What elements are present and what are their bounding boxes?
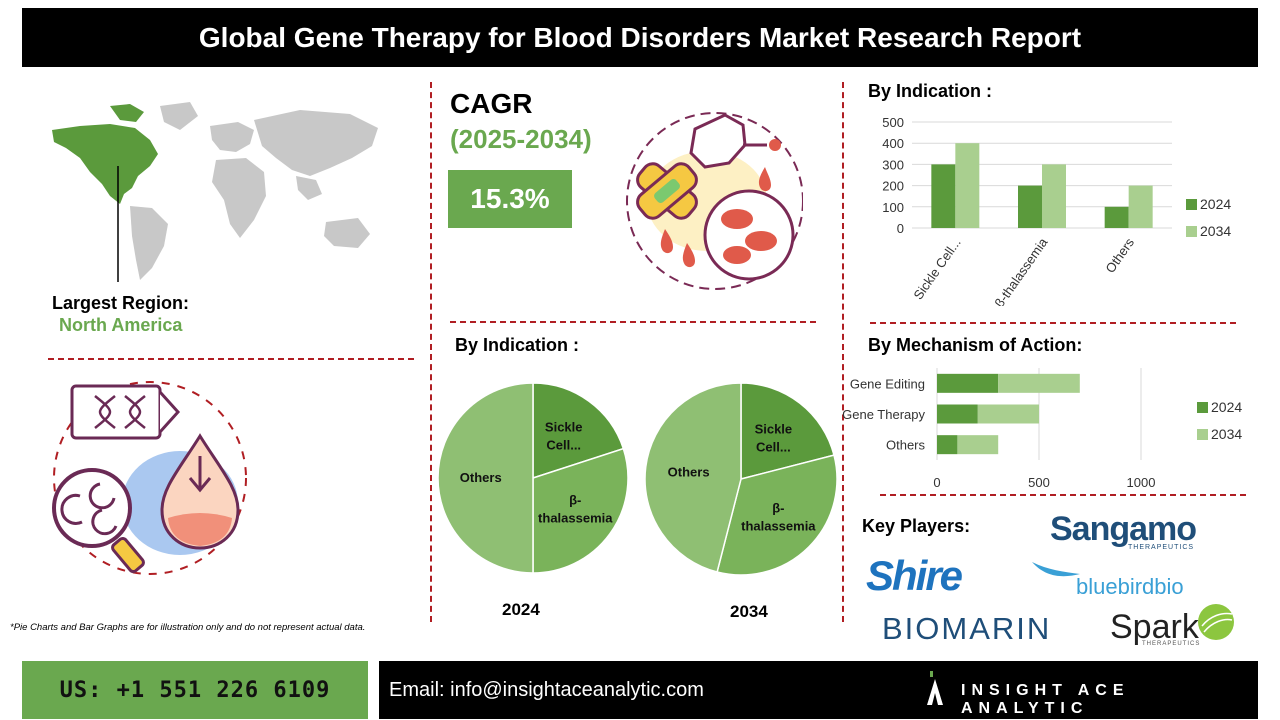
pie-slice-label: Others — [668, 464, 710, 479]
largest-region-label: Largest Region: — [52, 293, 190, 313]
pie-charts: Sickle Cell... β-thalassemia Others Sickle Ce… — [437, 382, 838, 576]
legend-2034-label: 2034 — [1200, 223, 1232, 239]
y-tick-label: Gene Editing — [850, 376, 925, 391]
indication-bar-chart: 0 100 200 300 400 500 Sickle Cell... β-thalasse… — [882, 115, 1172, 306]
bluebird-swoosh-icon — [1032, 562, 1080, 577]
divider-mechanism — [880, 494, 1246, 496]
divider-left — [430, 82, 432, 622]
spark-logo: Spark — [1110, 608, 1199, 646]
pie-slice — [740, 382, 835, 480]
footer-email: Email: info@insightaceanalytic.com — [389, 679, 704, 701]
spark-sub: THERAPEUTICS — [1142, 641, 1201, 647]
therapy-illustration-icon — [626, 112, 803, 290]
mech-legend-2034-label: 2034 — [1211, 426, 1243, 442]
bar-2034 — [957, 435, 999, 455]
biomarin-logo: BIOMARIN — [882, 611, 1052, 646]
footer-bar: Email: info@insightaceanalytic.com INSIG… — [379, 661, 1258, 719]
footer-brand: INSIGHT ACE ANALYTIC — [961, 682, 1130, 717]
x-tick-label: Sickle Cell... — [910, 235, 963, 302]
y-tick-label: 500 — [882, 115, 904, 130]
key-players-title: Key Players: — [862, 516, 971, 536]
bar-2034 — [998, 373, 1080, 393]
insight-ace-logo-icon — [927, 671, 943, 705]
footer-phone: US: +1 551 226 6109 — [22, 661, 368, 719]
shire-logo: Shire — [866, 552, 963, 599]
pie-slice — [532, 382, 625, 480]
bar-2024 — [1104, 206, 1129, 228]
mech-legend-2024-label: 2024 — [1211, 399, 1243, 415]
page-title: Global Gene Therapy for Blood Disorders … — [22, 8, 1258, 67]
bar-2024 — [931, 164, 956, 228]
x-tick-label: Others — [1102, 235, 1137, 276]
pie-slice-label: Others — [460, 470, 502, 485]
x-tick-label: 500 — [1028, 475, 1050, 490]
pie-slice — [644, 382, 742, 573]
sangamo-logo: Sangamo — [1050, 510, 1197, 548]
mech-legend-2034-swatch — [1197, 429, 1208, 440]
divider-cagr — [450, 321, 816, 323]
pie-2034-label: 2034 — [730, 602, 768, 621]
x-tick-label: β-thalassemia — [992, 234, 1051, 306]
y-tick-label: 0 — [897, 221, 904, 236]
spark-ball-icon — [1198, 604, 1234, 640]
bar-2024 — [937, 404, 978, 424]
y-tick-label: 200 — [882, 179, 904, 194]
x-tick-label: 1000 — [1127, 475, 1156, 490]
bar-2034 — [955, 143, 980, 228]
pie-slice — [716, 454, 838, 576]
y-tick-label: 100 — [882, 200, 904, 215]
pie-slice — [532, 447, 629, 574]
y-tick-label: 300 — [882, 157, 904, 172]
pie-slice-label: Sickle Cell... — [545, 420, 583, 453]
bar-2024 — [1018, 185, 1042, 228]
largest-region-value: North America — [59, 315, 183, 335]
pie-section-title: By Indication : — [455, 335, 580, 355]
cagr-label: CAGR — [450, 88, 533, 119]
bar-2034 — [977, 404, 1039, 424]
legend-2024-swatch — [1186, 199, 1197, 210]
bluebird-logo: bluebirdbio — [1076, 574, 1184, 599]
bar-2034 — [1042, 164, 1066, 228]
indication-bar-title: By Indication : — [868, 81, 993, 101]
bar-2024 — [937, 373, 999, 393]
mechanism-title: By Mechanism of Action: — [868, 335, 1083, 355]
cagr-value: 15.3% — [448, 170, 572, 228]
legend-2024-label: 2024 — [1200, 196, 1232, 212]
pie-2024-label: 2024 — [502, 600, 540, 619]
bar-2034 — [1128, 185, 1153, 228]
y-tick-label: 400 — [882, 136, 904, 151]
mech-legend-2024-swatch — [1197, 402, 1208, 413]
gene-blood-illustration-icon — [52, 381, 247, 575]
divider-region — [48, 358, 414, 360]
y-tick-label: Gene Therapy — [842, 407, 925, 422]
legend-2034-swatch — [1186, 226, 1197, 237]
pie-slice-label: β-thalassemia — [741, 500, 816, 533]
divider-indication-bar — [870, 322, 1236, 324]
bar-2024 — [937, 435, 958, 455]
disclaimer: *Pie Charts and Bar Graphs are for illus… — [10, 622, 366, 633]
pie-slice-label: Sickle Cell... — [755, 421, 793, 454]
pie-slice-label: β-thalassemia — [538, 493, 613, 526]
mechanism-bar-chart: 0 500 1000 Gene Editing Gene Therapy Others — [842, 368, 1156, 490]
pie-slice — [437, 382, 534, 574]
divider-right — [842, 82, 844, 622]
y-tick-label: Others — [886, 438, 926, 453]
world-map-icon — [52, 102, 378, 282]
cagr-period: (2025-2034) — [450, 124, 592, 154]
x-tick-label: 0 — [933, 475, 940, 490]
sangamo-sub: THERAPEUTICS — [1128, 544, 1195, 551]
